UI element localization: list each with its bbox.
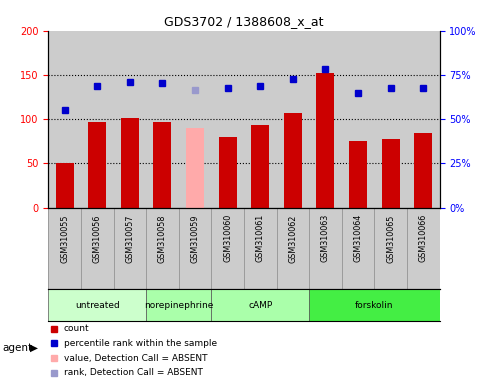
Text: cAMP: cAMP — [248, 301, 272, 310]
Text: forskolin: forskolin — [355, 301, 394, 310]
Bar — [146, 290, 212, 321]
Bar — [179, 31, 212, 208]
Bar — [146, 31, 179, 208]
Title: GDS3702 / 1388608_x_at: GDS3702 / 1388608_x_at — [164, 15, 324, 28]
Text: GSM310066: GSM310066 — [419, 214, 428, 263]
Bar — [154, 122, 171, 208]
Bar — [219, 137, 237, 208]
Bar — [114, 31, 146, 208]
Text: rank, Detection Call = ABSENT: rank, Detection Call = ABSENT — [64, 368, 203, 377]
Text: GSM310060: GSM310060 — [223, 214, 232, 263]
Bar — [407, 31, 440, 208]
Text: norepinephrine: norepinephrine — [144, 301, 213, 310]
Text: untreated: untreated — [75, 301, 120, 310]
Text: GSM310065: GSM310065 — [386, 214, 395, 263]
Text: percentile rank within the sample: percentile rank within the sample — [64, 339, 217, 348]
Text: GSM310055: GSM310055 — [60, 214, 69, 263]
Bar — [349, 141, 367, 208]
Bar — [309, 31, 342, 208]
Bar — [56, 164, 73, 208]
Text: GSM310059: GSM310059 — [190, 214, 199, 263]
Text: ▶: ▶ — [30, 343, 38, 353]
Bar — [374, 31, 407, 208]
Bar — [342, 31, 374, 208]
Bar — [382, 139, 399, 208]
Bar — [186, 128, 204, 208]
Bar — [276, 31, 309, 208]
Bar — [212, 31, 244, 208]
Bar — [212, 290, 309, 321]
Bar — [48, 31, 81, 208]
Bar — [48, 290, 146, 321]
Text: GSM310058: GSM310058 — [158, 214, 167, 263]
Text: GSM310062: GSM310062 — [288, 214, 298, 263]
Bar — [81, 31, 114, 208]
Text: GSM310057: GSM310057 — [125, 214, 134, 263]
Bar — [316, 73, 334, 208]
Bar — [309, 290, 440, 321]
Bar — [121, 118, 139, 208]
Text: agent: agent — [2, 343, 32, 353]
Bar — [414, 133, 432, 208]
Bar — [284, 113, 302, 208]
Text: GSM310056: GSM310056 — [93, 214, 102, 263]
Text: GSM310064: GSM310064 — [354, 214, 363, 263]
Text: count: count — [64, 324, 89, 333]
Text: GSM310063: GSM310063 — [321, 214, 330, 263]
Bar — [251, 126, 269, 208]
Text: GSM310061: GSM310061 — [256, 214, 265, 263]
Text: value, Detection Call = ABSENT: value, Detection Call = ABSENT — [64, 354, 208, 362]
Bar — [244, 31, 277, 208]
Bar — [88, 122, 106, 208]
